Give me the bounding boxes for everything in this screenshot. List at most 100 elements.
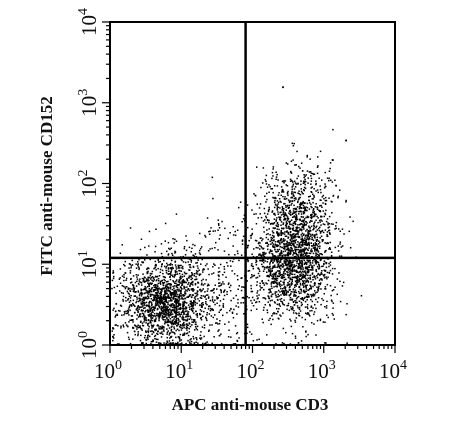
scatter-point [176,309,178,311]
scatter-point [276,200,279,202]
scatter-point [273,260,275,262]
scatter-point [314,243,317,246]
scatter-point [255,301,258,303]
scatter-point [171,254,174,256]
scatter-point [175,280,177,283]
scatter-point [204,236,207,238]
scatter-point [180,313,183,315]
scatter-point [164,303,166,305]
scatter-point [112,270,114,272]
scatter-point [307,307,309,310]
scatter-point [128,301,131,303]
scatter-point [144,302,146,304]
scatter-point [302,273,304,276]
scatter-point [317,243,320,245]
scatter-point [195,310,197,313]
scatter-point [199,273,202,275]
scatter-point [169,248,171,251]
scatter-point [273,255,276,257]
scatter-point [165,321,167,324]
scatter-point [284,245,287,247]
scatter-point [283,247,285,250]
scatter-point [298,210,300,213]
scatter-point [164,265,166,268]
scatter-point [334,286,336,288]
scatter-point [306,244,309,246]
scatter-point [188,331,191,333]
scatter-point [176,322,178,324]
scatter-point [179,275,182,277]
scatter-point [280,232,282,234]
scatter-point [176,286,179,289]
scatter-point [289,299,291,301]
scatter-point [154,251,156,253]
scatter-point [189,258,191,261]
scatter-point [294,186,297,188]
scatter-point [124,265,126,267]
scatter-point [286,242,288,245]
scatter-point [242,302,245,304]
scatter-point [323,293,325,295]
scatter-point [207,308,210,310]
scatter-point [172,320,174,322]
scatter-point [295,216,297,218]
scatter-point [170,336,172,338]
scatter-point [204,234,206,237]
scatter-point [256,290,259,292]
scatter-point [217,249,219,251]
scatter-point [276,228,278,230]
scatter-point [158,275,161,277]
scatter-point [171,325,173,328]
scatter-point [326,231,329,233]
scatter-point [164,312,166,314]
scatter-point [345,201,347,203]
scatter-point [302,240,305,242]
scatter-point [290,278,292,280]
scatter-point [127,298,130,300]
scatter-point [315,261,318,264]
scatter-point [294,235,296,237]
scatter-point [211,296,214,298]
scatter-point [275,260,278,262]
scatter-point [316,248,319,251]
scatter-point [311,238,314,241]
scatter-point [120,327,122,329]
scatter-point [181,259,183,262]
scatter-point [186,325,188,328]
scatter-point [259,237,262,239]
scatter-point [241,239,244,241]
scatter-point [271,242,273,244]
scatter-point [299,243,301,245]
scatter-point [173,306,175,309]
scatter-point [272,253,274,256]
scatter-point [146,305,148,307]
scatter-point [300,190,303,193]
scatter-point [195,327,198,330]
scatter-point [183,287,185,290]
scatter-point [165,288,168,290]
scatter-point [163,278,165,281]
scatter-point [345,313,347,316]
scatter-point [228,329,230,331]
scatter-point [310,216,312,218]
scatter-point [171,264,173,266]
scatter-point [316,166,319,168]
scatter-point [203,327,206,329]
scatter-point [182,333,184,335]
scatter-point [273,272,275,275]
scatter-point [209,305,211,307]
scatter-point [306,299,308,301]
scatter-point [306,259,308,261]
scatter-point [295,217,297,219]
scatter-point [210,315,213,317]
scatter-point [220,308,222,311]
scatter-point [276,217,278,219]
scatter-point [273,259,275,261]
scatter-point [157,325,160,327]
scatter-point [312,193,314,196]
scatter-point [308,199,310,202]
scatter-point [202,278,204,281]
scatter-point [280,237,282,240]
scatter-point [164,296,166,298]
scatter-point [183,294,186,296]
